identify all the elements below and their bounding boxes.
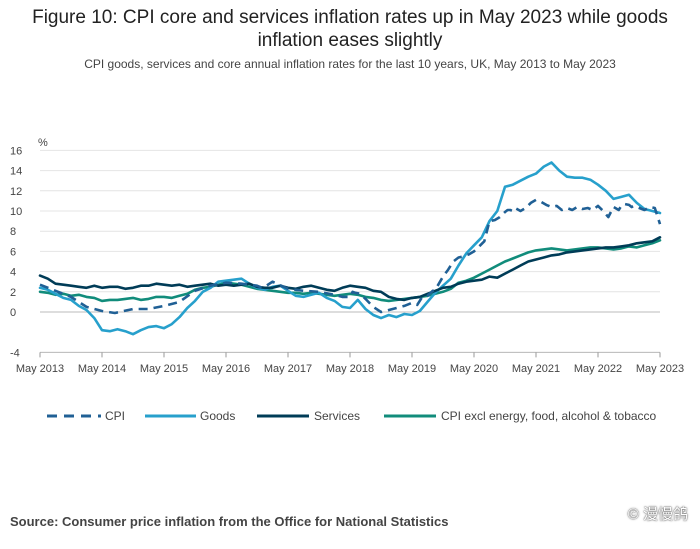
x-tick-label: May 2021 — [512, 363, 560, 375]
y-tick-label: 0 — [10, 307, 16, 319]
y-tick-label: 16 — [10, 145, 22, 157]
y-tick-label: 8 — [10, 226, 16, 238]
y-tick-label: 10 — [10, 206, 22, 218]
x-tick-label: May 2020 — [450, 363, 498, 375]
x-tick-label: May 2014 — [78, 363, 126, 375]
x-tick-label: May 2023 — [636, 363, 684, 375]
series-line-cpi-excl-energy-food-alcohol-tobacco — [38, 239, 662, 303]
x-tick-label: May 2019 — [388, 363, 436, 375]
y-tick-label: 4 — [10, 267, 16, 279]
chart-title: Figure 10: CPI core and services inflati… — [32, 7, 668, 51]
watermark: © 漫慢鸽 — [627, 506, 688, 523]
series-line-services — [38, 236, 662, 302]
legend-label: CPI — [105, 409, 125, 423]
legend-label: Services — [314, 409, 360, 423]
x-tick-label: May 2015 — [140, 363, 188, 375]
x-tick-label: May 2016 — [202, 363, 250, 375]
x-tick-label: May 2022 — [574, 363, 622, 375]
chart-subtitle: CPI goods, services and core annual infl… — [84, 57, 616, 71]
y-tick-label: -4 — [10, 347, 20, 359]
y-tick-label: 14 — [10, 166, 22, 178]
y-tick-label: 12 — [10, 186, 22, 198]
y-tick-label: 2 — [10, 287, 16, 299]
x-tick-label: May 2018 — [326, 363, 374, 375]
x-tick-label: May 2013 — [16, 363, 64, 375]
series-line-cpi — [39, 198, 662, 315]
inflation-line-chart: % 16 14 12 10 8 6 4 2 0 -4 May 2013 May 2014 May 2015… — [10, 137, 684, 423]
x-tick-label: May 2017 — [264, 363, 312, 375]
source-note: Source: Consumer price inflation from th… — [10, 514, 449, 529]
y-tick-label: 6 — [10, 246, 16, 258]
legend-label: CPI excl energy, food, alcohol & tobacco — [441, 409, 657, 423]
y-axis-unit-label: % — [38, 137, 48, 149]
legend-label: Goods — [200, 409, 235, 423]
series-line-goods — [38, 161, 662, 336]
